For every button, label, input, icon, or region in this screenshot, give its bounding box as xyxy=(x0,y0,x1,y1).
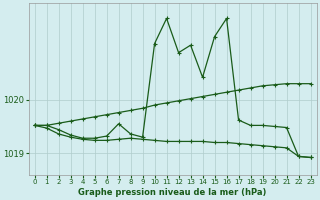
X-axis label: Graphe pression niveau de la mer (hPa): Graphe pression niveau de la mer (hPa) xyxy=(78,188,267,197)
